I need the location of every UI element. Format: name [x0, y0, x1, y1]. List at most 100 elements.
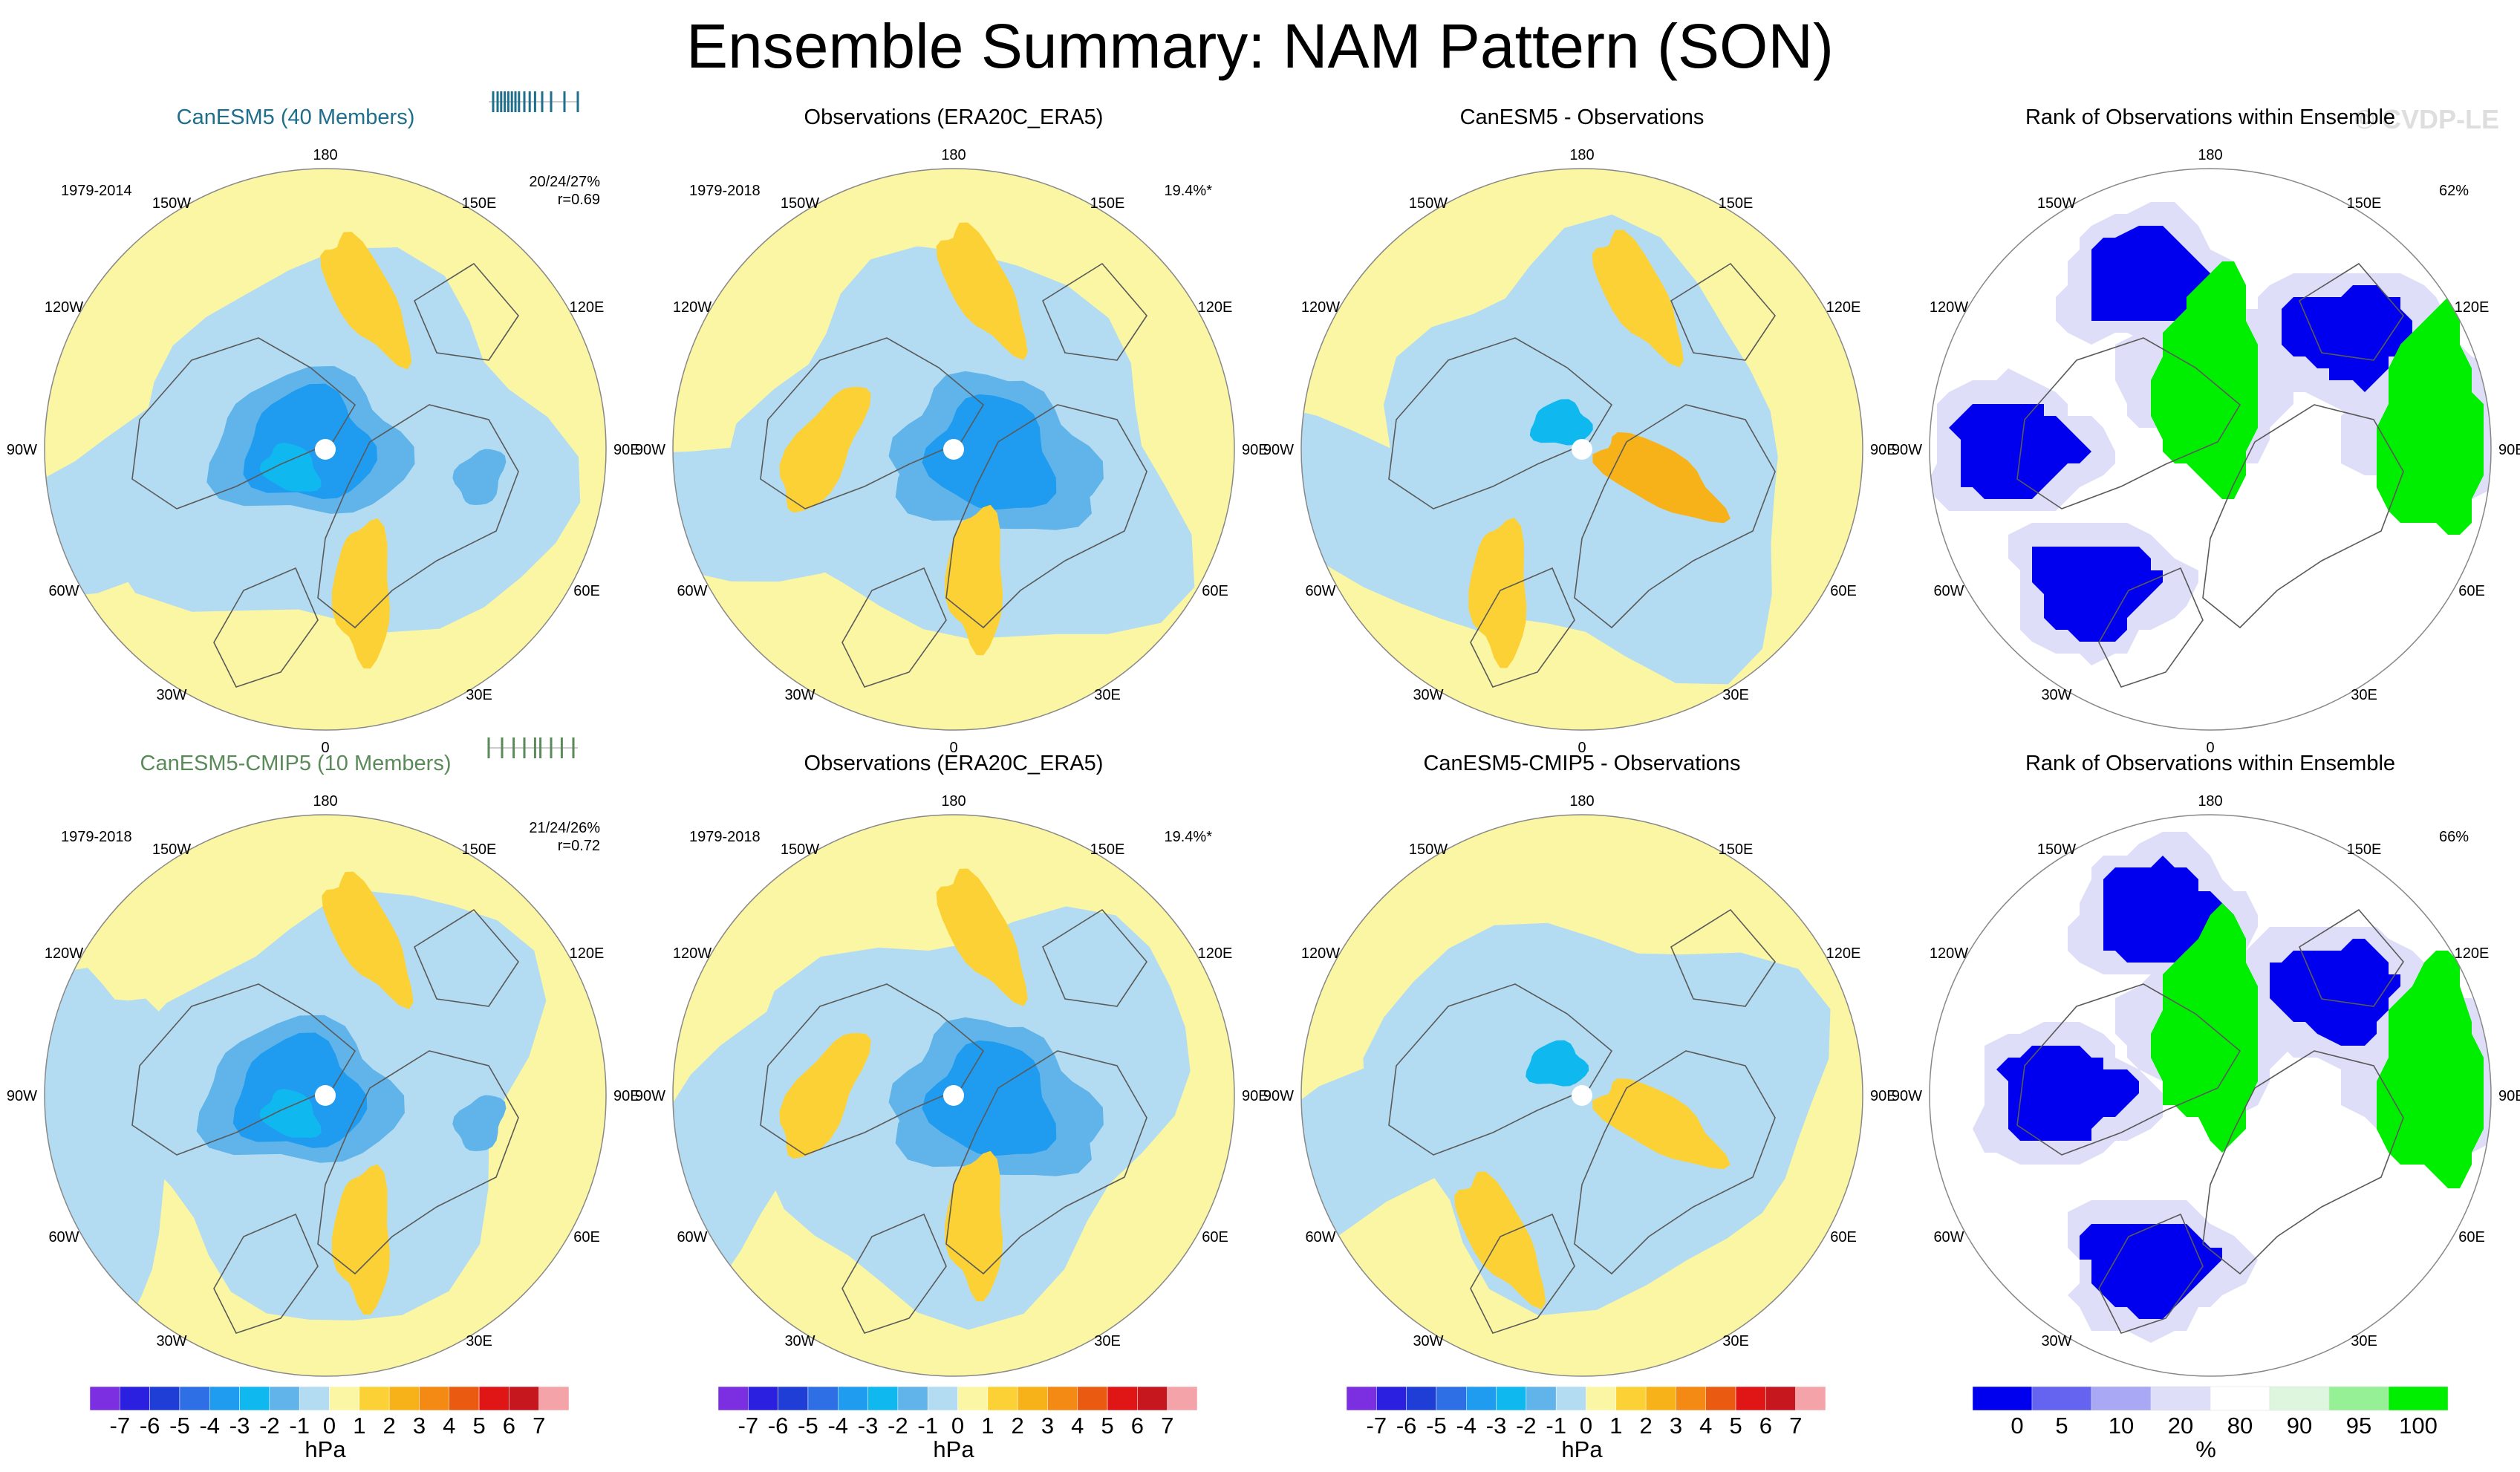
lon-label-60E: 60E: [2458, 583, 2485, 599]
colorbar-swatch: [1047, 1386, 1078, 1411]
lon-label-30W: 30W: [156, 1333, 186, 1349]
map-body: [1930, 815, 2491, 1376]
contour-neg-1-region: [1301, 404, 1524, 635]
colorbar-2: -7 -6 -5 -4 -3 -2 -1 0 1 2 3 4 5 6 7 hPa: [717, 1386, 1198, 1462]
colorbar-swatch: [717, 1386, 749, 1411]
colorbar-swatch: [478, 1386, 509, 1411]
coastlines: [131, 908, 520, 1334]
colorbar-swatch: [2031, 1386, 2092, 1411]
lon-label-90W: 90W: [1892, 1088, 1922, 1104]
rank-patch-0: [2032, 547, 2163, 642]
colorbar-tick-label: -3: [858, 1413, 879, 1439]
colorbar-tick-label: -1: [1546, 1413, 1566, 1439]
colorbar-swatch: [1137, 1386, 1168, 1411]
lon-label-60W: 60W: [1305, 583, 1335, 599]
lon-label-120W: 120W: [45, 299, 83, 316]
coastline-3: [2298, 908, 2405, 1007]
coastline-3: [413, 262, 520, 361]
colorbar-swatch: [359, 1386, 390, 1411]
coastlines: [760, 908, 1148, 1334]
coastline-2: [1470, 1213, 1575, 1334]
colorbar-tick-label: 4: [1699, 1413, 1712, 1439]
lon-label-150E: 150E: [1090, 841, 1125, 858]
lon-label-60W: 60W: [1933, 583, 1964, 599]
colorbar-swatch: [987, 1386, 1018, 1411]
lon-label-120E: 120E: [570, 299, 605, 316]
colorbar-tick-label: 7: [1789, 1413, 1802, 1439]
lon-label-180: 180: [2198, 793, 2222, 810]
lon-label-60E: 60E: [1830, 583, 1857, 599]
lon-label-90E: 90E: [613, 1088, 640, 1104]
colorbar-swatch: [1705, 1386, 1736, 1411]
colorbar-swatch: [1676, 1386, 1706, 1411]
colorbar-swatch: [2328, 1386, 2389, 1411]
colorbar-swatch: [120, 1386, 150, 1411]
coastline-1: [317, 404, 519, 629]
contour--3-region: [922, 394, 1057, 510]
coastline-3: [2298, 262, 2405, 361]
lon-label-120W: 120W: [1301, 945, 1340, 962]
panel-title: Rank of Observations within Ensemble: [2025, 752, 2395, 775]
colorbar-swatch: [1376, 1386, 1407, 1411]
colorbar-swatch: [329, 1386, 360, 1411]
panel-6: 180090W90E150W120W150E120E30W60W30E60EOb…: [635, 752, 1269, 1402]
lon-label-120W: 120W: [673, 945, 712, 962]
colorbar-tick-label: -2: [888, 1413, 908, 1439]
panel-5: 180 0 90W 90E 150W 120W 150E 120E 30W 60W 30E 60E Ca…: [7, 737, 640, 1402]
colorbar-tick-label: -3: [1486, 1413, 1507, 1439]
colorbar-swatch: [897, 1386, 928, 1411]
member-tick-strip: [487, 737, 578, 758]
colorbar-swatch: [1436, 1386, 1467, 1411]
lon-label-90E: 90E: [1870, 442, 1897, 458]
coastline-1: [945, 1050, 1147, 1275]
colorbar-swatch: [1586, 1386, 1617, 1411]
colorbar-tick-label: 2: [1012, 1413, 1024, 1439]
north-pole-marker: [315, 1085, 336, 1106]
coastline-3: [1041, 908, 1148, 1007]
colorbar-swatch: [1466, 1386, 1497, 1411]
panel-title: CanESM5 (40 Members): [177, 105, 415, 129]
lon-label-90W: 90W: [635, 442, 665, 458]
colorbar-swatch: [1615, 1386, 1647, 1411]
map-border: [1300, 168, 1863, 731]
rank-patch-0: [2282, 285, 2412, 392]
colorbar-unit: hPa: [1561, 1436, 1603, 1462]
rank-patch-100: [2377, 951, 2484, 1188]
lon-label-180: 180: [313, 793, 337, 810]
lon-label-30E: 30E: [466, 687, 492, 703]
colorbar-swatch: [449, 1386, 480, 1411]
contour-1-region: [1592, 1078, 1731, 1170]
lon-label-60E: 60E: [2458, 1229, 2485, 1245]
panel-title: Observations (ERA20C_ERA5): [804, 752, 1104, 775]
lon-label-30E: 30E: [2351, 1333, 2377, 1349]
rank-patch-0: [1996, 1046, 2139, 1141]
colorbar-swatch: [1735, 1386, 1766, 1411]
colorbar-tick-label: -2: [259, 1413, 280, 1439]
panel-4: 180 0 90W 90E 150W 120W 150E 120E 30W 60W 30E 60E Ra…: [1892, 105, 2520, 756]
colorbar-swatch: [1077, 1386, 1108, 1411]
lon-label-90E: 90E: [1242, 1088, 1269, 1104]
lon-label-150E: 150E: [1719, 841, 1754, 858]
coastlines: [2016, 262, 2405, 688]
map-border: [1929, 814, 2492, 1377]
lon-label-30E: 30E: [1722, 687, 1749, 703]
contour--3-region: [922, 1040, 1057, 1156]
lon-label-120E: 120E: [1198, 945, 1233, 962]
colorbar-swatch: [1795, 1386, 1826, 1411]
contour-1-region: [331, 518, 390, 669]
stat-label-1: 19.4%*: [1165, 183, 1213, 199]
coastline-3: [1670, 262, 1777, 361]
panel-title: CanESM5-CMIP5 (10 Members): [140, 752, 452, 775]
contour-1-region: [331, 1164, 390, 1315]
lon-label-90W: 90W: [1263, 442, 1294, 458]
colorbar-swatch: [1496, 1386, 1527, 1411]
colorbar-tick-label: 6: [1759, 1413, 1772, 1439]
contour-1-region: [779, 386, 871, 513]
lon-label-150E: 150E: [2347, 195, 2382, 212]
colorbar-swatch: [269, 1386, 300, 1411]
colorbar-tick-label: 20: [2168, 1413, 2193, 1439]
coastline-2: [213, 567, 319, 688]
lon-label-30W: 30W: [2041, 687, 2071, 703]
lon-label-180: 180: [2198, 147, 2222, 163]
map-body: [1301, 169, 1863, 730]
